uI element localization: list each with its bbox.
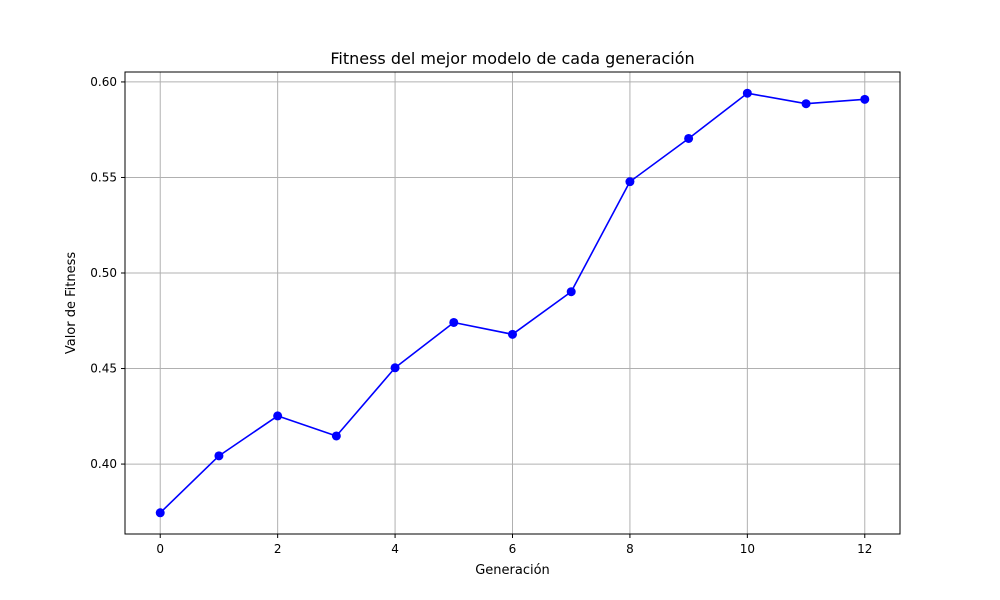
data-point <box>331 431 341 441</box>
data-point <box>273 411 283 421</box>
data-point <box>214 451 224 461</box>
x-tick-label: 6 <box>509 542 517 556</box>
x-tick-label: 10 <box>740 542 755 556</box>
data-point <box>390 363 400 373</box>
data-point <box>155 508 165 518</box>
series-layer <box>155 88 870 518</box>
x-axis-label: Generación <box>475 563 550 578</box>
y-tick-label: 0.40 <box>90 457 117 471</box>
x-tick-label: 0 <box>156 542 164 556</box>
data-point <box>860 94 870 104</box>
axis-ticks: 0 2 4 6 8 10 12 0.40 0.45 0.50 0.55 0.60 <box>90 75 872 556</box>
data-point <box>801 99 811 109</box>
y-tick-label: 0.50 <box>90 266 117 280</box>
data-point <box>684 133 694 143</box>
y-tick-label: 0.55 <box>90 170 117 184</box>
grid-lines <box>125 72 900 534</box>
x-tick-label: 4 <box>391 542 399 556</box>
data-point <box>449 317 459 327</box>
y-axis-label: Valor de Fitness <box>64 252 79 355</box>
data-point <box>625 177 635 187</box>
y-tick-label: 0.60 <box>90 75 117 89</box>
data-point <box>566 287 576 297</box>
data-point <box>508 329 517 339</box>
x-tick-label: 2 <box>274 542 282 556</box>
y-tick-label: 0.45 <box>90 362 117 376</box>
chart-title: Fitness del mejor modelo de cada generac… <box>330 49 694 68</box>
x-tick-label: 8 <box>626 542 634 556</box>
x-tick-label: 12 <box>857 542 872 556</box>
data-point <box>742 88 752 98</box>
